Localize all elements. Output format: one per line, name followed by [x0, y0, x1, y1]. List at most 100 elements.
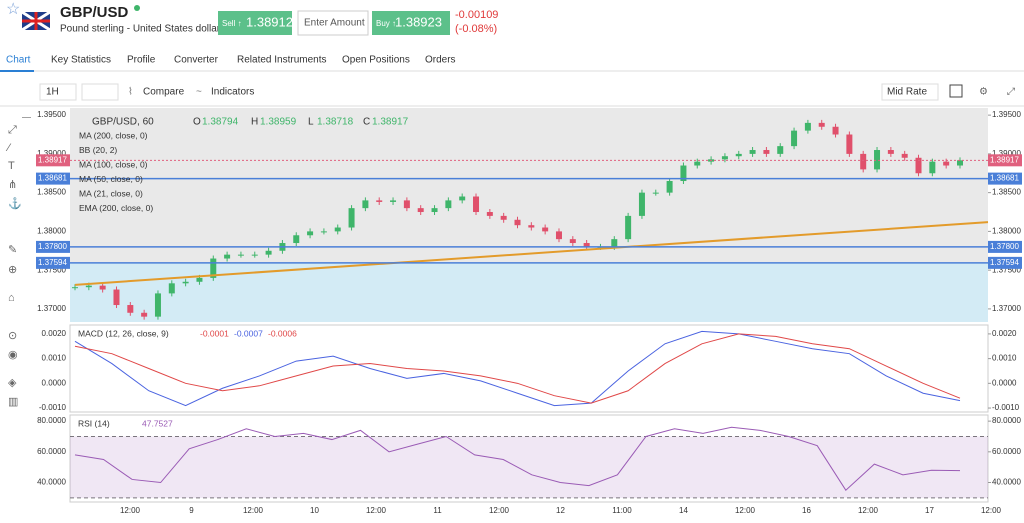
candle: [860, 153, 867, 170]
checkbox[interactable]: [949, 84, 963, 98]
svg-text:✎: ✎: [8, 244, 17, 256]
pane-title: MACD (12, 26, close, 9): [78, 328, 169, 338]
candle: [846, 134, 853, 154]
tab[interactable]: Chart: [6, 55, 31, 66]
pane-title: RSI (14): [78, 418, 110, 428]
y-tick-label: 1.38000: [992, 227, 1021, 236]
ohlc-key: H: [251, 117, 258, 128]
tab[interactable]: Key Statistics: [51, 55, 111, 66]
price-label-left-box: [36, 256, 70, 269]
candle: [127, 305, 134, 313]
tab[interactable]: Profile: [127, 55, 156, 66]
candle: [182, 281, 189, 284]
tab[interactable]: Open Positions: [342, 55, 410, 66]
ohlc-value: 1.38959: [260, 117, 297, 128]
pane-reading: 47.7527: [142, 418, 173, 428]
tab[interactable]: Converter: [174, 55, 219, 66]
y-tick-label-left: 1.38000: [37, 227, 66, 236]
compare-button[interactable]: Compare: [143, 87, 185, 98]
candle: [196, 277, 203, 282]
x-tick-label: 9: [189, 506, 194, 515]
svg-text:◉: ◉: [8, 349, 18, 361]
indicator-label[interactable]: MA (50, close, 0): [79, 174, 143, 184]
rsi-pane: [69, 414, 989, 503]
x-tick-label: 17: [925, 506, 934, 515]
y-tick-label-left: 0.0000: [42, 378, 67, 387]
candle: [459, 196, 466, 201]
candle: [528, 225, 535, 228]
x-tick-label: 11: [433, 506, 442, 515]
indicator-label[interactable]: EMA (200, close, 0): [79, 203, 153, 213]
y-tick-label: 60.0000: [992, 447, 1021, 456]
y-tick-label: 1.37000: [992, 304, 1021, 313]
buy-button[interactable]: [372, 11, 450, 35]
price-label-right: 1.37594: [990, 258, 1019, 267]
price-label-left-box: [36, 172, 70, 185]
x-tick-label: 12:00: [366, 506, 387, 515]
fullscreen-icon[interactable]: ⤢: [1007, 87, 1015, 98]
candle: [445, 200, 452, 209]
y-tick-label: 1.38500: [992, 188, 1021, 197]
price-label-left: 1.37800: [38, 242, 67, 251]
x-tick-label: 10: [310, 506, 319, 515]
settings-icon[interactable]: ⚙: [979, 87, 988, 98]
y-tick-label-left: 1.39000: [37, 149, 66, 158]
indicator-line: [74, 330, 961, 407]
price-label-right-box: [988, 172, 1022, 185]
compare-icon: ⌇: [128, 87, 133, 98]
tab[interactable]: Orders: [425, 55, 456, 66]
pane-reading: -0.0006: [268, 328, 297, 338]
candle: [417, 208, 424, 213]
y-tick-label: 0.0000: [992, 378, 1017, 387]
price-label-left: 1.38681: [38, 174, 67, 183]
svg-text:⊙: ⊙: [8, 330, 17, 342]
x-tick-label: 12:00: [858, 506, 879, 515]
amount-input[interactable]: [297, 10, 369, 36]
price-label-left: 1.37594: [38, 258, 67, 267]
candle: [293, 235, 300, 244]
y-tick-label-left: 1.37500: [37, 265, 66, 274]
indicator-label[interactable]: BB (20, 2): [79, 145, 117, 155]
y-tick-label-left: 1.37000: [37, 304, 66, 313]
candle: [334, 227, 341, 232]
candle: [666, 181, 673, 193]
indicator-label[interactable]: MA (200, close, 0): [79, 130, 148, 140]
rate-select[interactable]: [881, 83, 939, 101]
candle: [307, 231, 314, 236]
y-tick-label: 1.39000: [992, 149, 1021, 158]
price-label-right: 1.38681: [990, 174, 1019, 183]
pane-reading: -0.0007: [234, 328, 263, 338]
y-tick-label-left: 0.0020: [42, 329, 67, 338]
candle: [887, 150, 894, 154]
buy-price: 1.38923: [395, 14, 442, 29]
candle: [583, 243, 590, 247]
x-tick-label: 12:00: [489, 506, 510, 515]
indicator-label[interactable]: MA (21, close, 0): [79, 188, 143, 198]
indicators-button[interactable]: Indicators: [211, 87, 254, 98]
candle: [265, 250, 272, 255]
candle: [390, 200, 397, 202]
interval-select[interactable]: [39, 83, 77, 101]
chart-type-select[interactable]: [81, 83, 119, 101]
svg-text:⁄: ⁄: [5, 142, 12, 154]
candle: [791, 130, 798, 147]
tab[interactable]: Related Instruments: [237, 55, 327, 66]
candle: [154, 293, 161, 317]
ohlc-value: 1.38718: [317, 117, 354, 128]
description: Pound sterling - United States dollar: [60, 24, 221, 35]
sell-button[interactable]: [218, 11, 292, 35]
x-tick-label: 14: [679, 506, 688, 515]
star-icon[interactable]: ☆: [6, 1, 20, 18]
indicator-label[interactable]: MA (100, close, 0): [79, 159, 148, 169]
left-toolbar[interactable]: —: [22, 111, 31, 121]
svg-text:◈: ◈: [8, 377, 17, 389]
price-label-right: 1.38917: [990, 155, 1019, 164]
candle: [874, 150, 881, 170]
candle: [85, 285, 92, 288]
candle: [818, 122, 825, 127]
candle: [251, 254, 258, 256]
candle: [611, 239, 618, 247]
moving-average: [74, 221, 989, 286]
candle: [625, 215, 632, 240]
